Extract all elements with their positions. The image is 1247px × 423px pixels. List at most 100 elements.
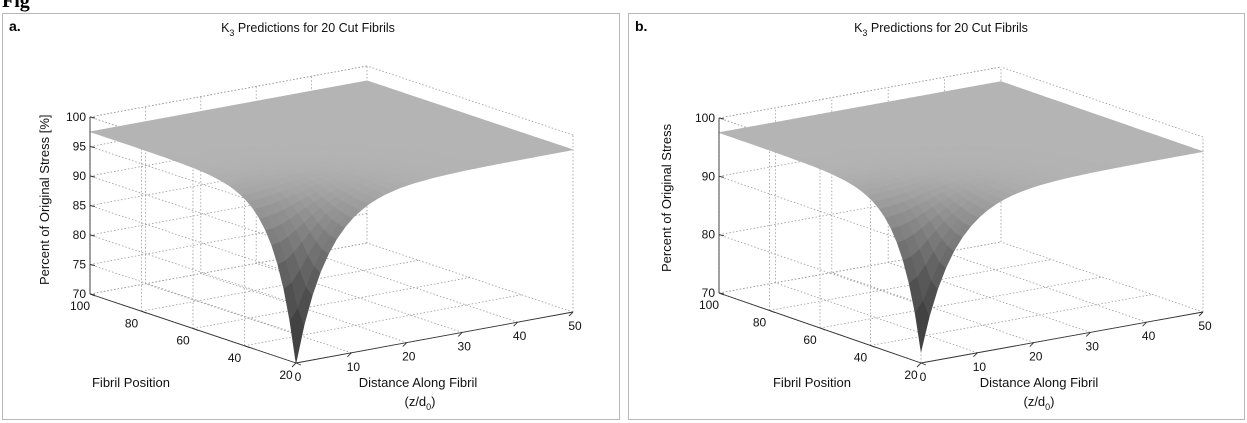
z-tick-label: 90 <box>702 169 716 183</box>
y-tick-label: 20 <box>904 368 918 382</box>
panel-label: b. <box>635 18 648 34</box>
x-tick-mark <box>1085 332 1091 337</box>
y-tick-label: 40 <box>228 351 242 365</box>
x-tick-mark <box>973 352 978 358</box>
box-edge <box>366 65 574 136</box>
x-tick-label: 20 <box>402 350 416 364</box>
z-tick-mark <box>718 234 725 237</box>
grid-line <box>244 294 522 347</box>
y-axis-label: Fibril Position <box>773 375 851 390</box>
x-tick-label: 40 <box>513 329 527 343</box>
grid-line <box>870 294 1153 346</box>
y-tick-label: 80 <box>125 316 139 330</box>
z-tick-mark <box>718 292 725 295</box>
grid-line <box>775 282 978 354</box>
x-tick-mark <box>568 311 574 317</box>
grid-line <box>819 276 1103 329</box>
chart-panel-b: b. 0 10 20 30 40 50 20 40 60 80 100 70 80 90 100 K3 Pr… <box>628 13 1245 420</box>
y-tick-label: 100 <box>699 298 719 312</box>
y-tick-label: 80 <box>753 316 767 330</box>
grid-line <box>89 205 297 275</box>
x-tick-label: 10 <box>347 360 361 374</box>
y-tick-label: 60 <box>803 333 817 347</box>
x-tick-label: 30 <box>458 339 472 353</box>
x-tick-label: 0 <box>920 370 927 384</box>
z-tick-label: 85 <box>73 199 87 213</box>
z-tick-mark <box>89 205 96 207</box>
z-tick-label: 80 <box>702 228 716 242</box>
grid-line <box>89 175 297 246</box>
x-tick-mark <box>1142 321 1147 327</box>
x-tick-mark <box>347 352 352 358</box>
y-tick-mark <box>920 362 927 366</box>
panel-label: a. <box>9 18 21 34</box>
z-tick-label: 75 <box>73 258 87 272</box>
surface-patch <box>557 147 575 152</box>
y-tick-label: 40 <box>854 351 868 365</box>
y-axis-label: Fibril Position <box>92 375 170 390</box>
z-tick-label: 100 <box>66 110 86 124</box>
x-tick-mark <box>1029 342 1035 347</box>
y-tick-mark <box>244 345 250 349</box>
x-tick-label: 10 <box>973 360 987 374</box>
box-edge <box>89 65 368 118</box>
x-tick-mark <box>916 362 922 368</box>
x-axis-label-units: (z/d0) <box>1023 394 1054 412</box>
x-axis-label: Distance Along Fibril <box>980 375 1099 390</box>
grid-line <box>1000 241 1204 313</box>
z-axis-label: Percent of Original Stress <box>659 123 674 272</box>
z-tick-mark <box>89 293 96 296</box>
y-tick-label: 20 <box>279 368 293 382</box>
y-tick-mark <box>819 327 826 331</box>
surface-patch <box>1187 149 1205 154</box>
box-edge <box>1000 66 1204 138</box>
x-tick-label: 20 <box>1029 350 1043 364</box>
x-tick-label: 0 <box>295 370 302 384</box>
y-tick-label: 100 <box>70 299 90 313</box>
z-tick-label: 70 <box>702 286 716 300</box>
z-tick-mark <box>89 175 96 178</box>
y-tick-label: 60 <box>176 334 190 348</box>
x-tick-mark <box>402 342 408 347</box>
z-tick-mark <box>89 146 96 148</box>
y-tick-mark <box>192 328 199 331</box>
y-tick-mark <box>141 310 147 314</box>
x-axis-label-units: (z/d0) <box>404 394 435 412</box>
x-tick-mark <box>457 332 463 337</box>
grid-line <box>192 277 471 329</box>
z-axis-label: Percent of Original Stress [%] <box>37 114 52 285</box>
grid-line <box>831 272 1034 343</box>
x-axis-label: Distance Along Fibril <box>359 375 478 390</box>
z-tick-mark <box>89 234 96 237</box>
chart-title: K3 Predictions for 20 Cut Fibrils <box>221 21 395 38</box>
y-tick-mark <box>295 362 302 366</box>
grid-line <box>141 259 419 312</box>
x-tick-mark <box>1198 311 1204 317</box>
x-tick-mark <box>291 362 297 368</box>
x-tick-label: 50 <box>1198 319 1212 333</box>
grid-line <box>944 251 1147 323</box>
grid-line <box>89 234 297 305</box>
z-tick-mark <box>718 117 725 120</box>
grid-line <box>769 259 1052 311</box>
z-tick-label: 90 <box>73 169 87 183</box>
x-tick-label: 40 <box>1142 329 1156 343</box>
grid-line <box>888 262 1091 333</box>
x-axis-line <box>920 311 1204 364</box>
x-tick-mark <box>513 321 518 327</box>
z-tick-label: 70 <box>73 287 87 301</box>
z-tick-label: 80 <box>73 228 87 242</box>
z-tick-mark <box>89 116 96 119</box>
grid-line <box>89 264 297 334</box>
z-tick-mark <box>89 264 96 266</box>
y-tick-mark <box>870 345 876 348</box>
grid-line <box>718 175 922 247</box>
grid-line <box>718 234 922 306</box>
x-tick-label: 50 <box>568 319 582 333</box>
grid-line <box>366 242 574 313</box>
chart-title: K3 Predictions for 20 Cut Fibrils <box>854 21 1028 38</box>
x-tick-label: 30 <box>1086 339 1100 353</box>
chart-panel-a: a. 0 10 20 30 40 50 20 40 60 80 100 70 75 80 85 90 95 100… <box>2 13 620 420</box>
